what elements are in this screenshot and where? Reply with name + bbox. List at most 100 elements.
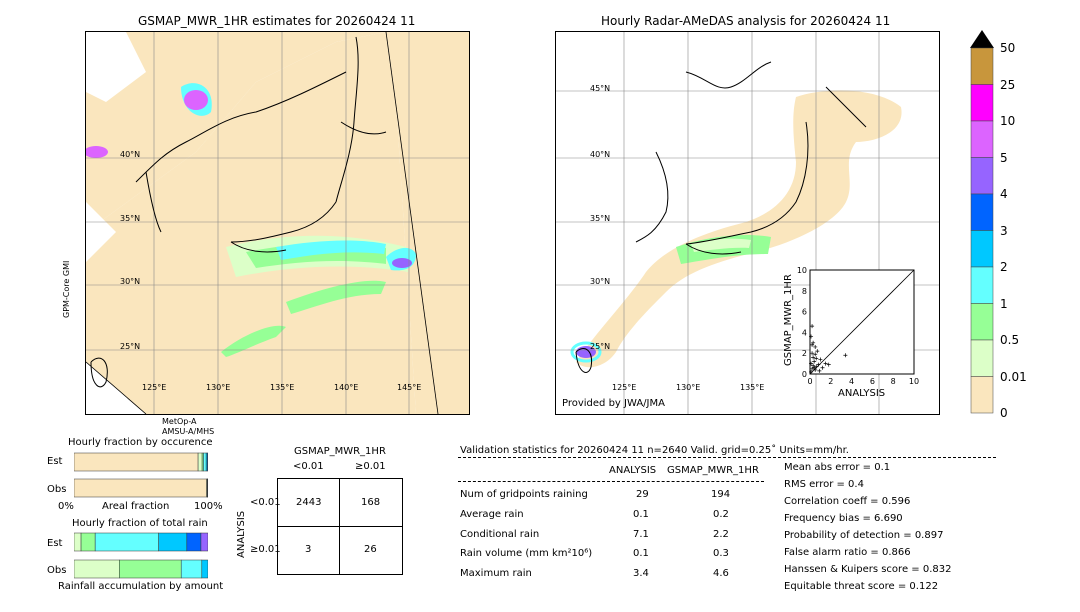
left-map-title: GSMAP_MWR_1HR estimates for 20260424 11 bbox=[138, 14, 416, 28]
col-lt-label: <0.01 bbox=[293, 461, 324, 472]
scatter-point bbox=[810, 324, 815, 329]
total-rain-footer: Rainfall accumulation by amount bbox=[58, 581, 224, 592]
stat-label: Average rain bbox=[460, 509, 524, 520]
row-lt-label: <0.01 bbox=[250, 497, 281, 508]
coastline bbox=[575, 61, 867, 373]
data-credit: Provided by JWA/JMA bbox=[562, 398, 665, 409]
colorbar-label: 10 bbox=[1000, 114, 1016, 128]
stat-label: Maximum rain bbox=[460, 568, 532, 579]
lat-label: 35°N bbox=[590, 214, 611, 223]
x-tick-label: 0 bbox=[807, 377, 812, 386]
rain-swath-2 bbox=[86, 32, 416, 414]
lat-label: 30°N bbox=[590, 277, 611, 286]
rain-cell-west bbox=[86, 146, 108, 158]
y-tick-label: 4 bbox=[802, 328, 807, 337]
contingency-title: GSMAP_MWR_1HR bbox=[294, 446, 386, 457]
score-line: Hanssen & Kuipers score = 0.832 bbox=[784, 564, 952, 575]
fraction-segment bbox=[74, 478, 207, 498]
y-tick-label: 0 bbox=[802, 370, 807, 379]
colorbar-segment bbox=[970, 120, 994, 158]
colorbar-segment bbox=[970, 303, 994, 341]
no-data-area bbox=[86, 32, 146, 102]
score-line: RMS error = 0.4 bbox=[784, 479, 864, 490]
y-tick-label: 10 bbox=[797, 266, 807, 275]
rain-swath bbox=[86, 32, 469, 414]
axis-areal: Areal fraction bbox=[102, 501, 170, 512]
y-tick-label: 2 bbox=[802, 349, 807, 358]
occurrence-bars bbox=[74, 452, 208, 498]
total-rain-bars bbox=[74, 532, 208, 579]
colorbar-label: 1 bbox=[1000, 296, 1008, 311]
scatter-point bbox=[820, 365, 825, 370]
stat-analysis: 3.4 bbox=[633, 568, 649, 579]
total-rain-title: Hourly fraction of total rain bbox=[72, 518, 208, 529]
lon-label: 135°E bbox=[740, 383, 765, 392]
colorbar-label: 2 bbox=[1000, 260, 1008, 274]
sensor-label-1: MetOp-A bbox=[162, 417, 197, 426]
lon-label: 140°E bbox=[334, 383, 359, 392]
row-obs-label-2: Obs bbox=[47, 565, 67, 576]
colorbar-label: 25 bbox=[1000, 77, 1016, 92]
scatter-point bbox=[816, 362, 821, 367]
stat-gsmap: 2.2 bbox=[713, 529, 729, 540]
axis-100: 100% bbox=[194, 501, 223, 512]
scatter-point bbox=[814, 364, 819, 369]
sensor-label-2: AMSU-A/MHS bbox=[162, 427, 215, 436]
fraction-segment bbox=[186, 532, 202, 552]
cell-hit: 26 bbox=[364, 544, 377, 555]
cell-false-alarm: 168 bbox=[361, 497, 381, 508]
lat-label: 25°N bbox=[590, 342, 611, 351]
lon-label: 130°E bbox=[676, 383, 701, 392]
scatter-point bbox=[813, 344, 818, 349]
fraction-segment bbox=[201, 559, 208, 579]
row-est-label: Est bbox=[47, 456, 63, 467]
stat-gsmap: 194 bbox=[711, 489, 731, 500]
colorbar-segment bbox=[970, 47, 994, 85]
side-sensor-label: GPM-Core GMI bbox=[62, 260, 71, 318]
fraction-segment bbox=[74, 559, 120, 579]
scatter-point bbox=[813, 352, 818, 357]
fraction-segment bbox=[94, 532, 159, 552]
stat-analysis: 0.1 bbox=[633, 509, 649, 520]
scatter-point bbox=[810, 366, 815, 371]
lat-label: 45°N bbox=[590, 84, 611, 93]
right-map-title: Hourly Radar-AMeDAS analysis for 2026042… bbox=[601, 14, 891, 28]
colorbar-segment bbox=[970, 266, 994, 304]
lon-label: 130°E bbox=[206, 383, 231, 392]
col-gsmap: GSMAP_MWR_1HR bbox=[667, 465, 759, 476]
score-line: False alarm ratio = 0.866 bbox=[784, 547, 911, 558]
score-line: Equitable threat score = 0.122 bbox=[784, 581, 939, 592]
rain-band-south bbox=[286, 280, 386, 314]
scatter-point bbox=[817, 368, 822, 373]
axis-0: 0% bbox=[58, 501, 74, 512]
fraction-segment bbox=[158, 532, 188, 552]
stat-analysis: 0.1 bbox=[633, 548, 649, 559]
x-tick-label: 2 bbox=[828, 377, 833, 386]
colorbar-segment bbox=[970, 376, 994, 414]
colorbar-label: 5 bbox=[1000, 150, 1008, 165]
scatter-point bbox=[811, 363, 816, 368]
scatter-point bbox=[826, 362, 831, 367]
stat-gsmap: 0.2 bbox=[713, 509, 729, 520]
scatter-point bbox=[809, 361, 814, 366]
fraction-segment bbox=[119, 559, 182, 579]
stat-gsmap: 4.6 bbox=[713, 568, 729, 579]
scatter-ylabel: GSMAP_MWR_1HR bbox=[783, 274, 794, 366]
colorbar-segment bbox=[970, 84, 994, 122]
row-ge-label: ≥0.01 bbox=[250, 544, 281, 555]
stat-label: Num of gridpoints raining bbox=[460, 489, 588, 500]
occurrence-title: Hourly fraction by occurence bbox=[68, 437, 213, 448]
scatter-plot: 00 2 2 4 4 6 6 8 8 10 10 bbox=[797, 266, 919, 386]
identity-line bbox=[809, 269, 915, 375]
validation-header: Validation statistics for 20260424 11 n=… bbox=[460, 445, 849, 456]
colorbar-segment bbox=[970, 157, 994, 195]
no-data-area-2 bbox=[86, 202, 116, 262]
scatter-point bbox=[811, 340, 816, 345]
colorbar-segment bbox=[970, 193, 994, 231]
x-tick-label: 10 bbox=[909, 377, 919, 386]
swath-edge bbox=[385, 32, 439, 414]
fraction-segment bbox=[74, 452, 199, 472]
colorbar-label: 0.5 bbox=[1000, 333, 1020, 347]
lat-label: 30°N bbox=[120, 277, 141, 286]
scatter-xlabel: ANALYSIS bbox=[838, 388, 886, 399]
